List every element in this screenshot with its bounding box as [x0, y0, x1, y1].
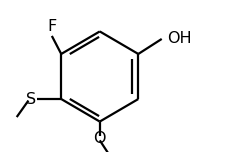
- Text: OH: OH: [168, 32, 192, 47]
- Text: F: F: [47, 19, 56, 34]
- Text: O: O: [94, 131, 106, 146]
- Text: S: S: [26, 91, 36, 106]
